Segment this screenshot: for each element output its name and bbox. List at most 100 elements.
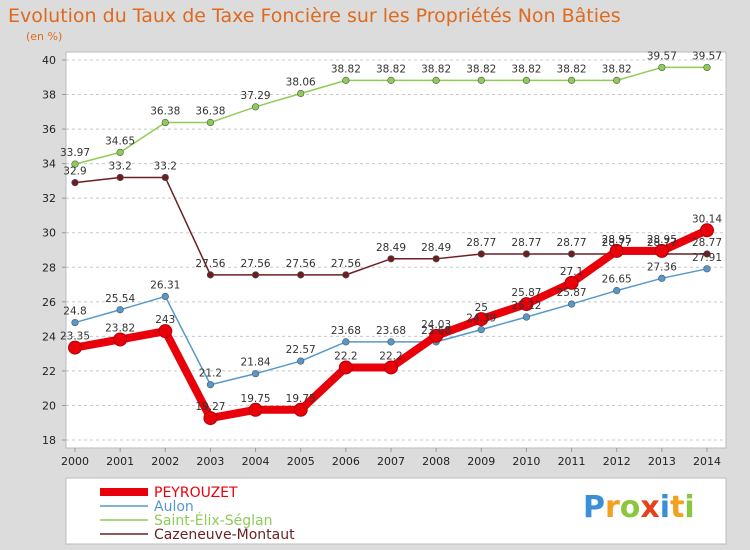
x-tick-label: 2002 bbox=[151, 455, 179, 468]
logo-letter: i bbox=[684, 490, 694, 525]
data-label: 27.56 bbox=[195, 258, 225, 270]
legend-label: Aulon bbox=[154, 499, 194, 515]
data-label: 38.82 bbox=[511, 63, 541, 75]
y-tick-label: 38 bbox=[42, 89, 56, 102]
data-label: 24.8 bbox=[63, 306, 86, 318]
y-tick-label: 36 bbox=[42, 123, 56, 136]
data-label: 23.82 bbox=[105, 322, 135, 334]
data-point bbox=[338, 360, 353, 375]
logo-letter: r bbox=[605, 490, 620, 525]
logo-letter: t bbox=[670, 490, 684, 525]
y-tick-label: 26 bbox=[42, 296, 56, 309]
data-label: 38.82 bbox=[376, 63, 406, 75]
legend-label: Saint-Élix-Séglan bbox=[154, 512, 272, 529]
data-label: 36.38 bbox=[195, 106, 225, 118]
chart-title: Evolution du Taux de Taxe Foncière sur l… bbox=[8, 5, 621, 27]
data-point bbox=[71, 160, 79, 168]
data-point bbox=[522, 313, 531, 321]
data-label: 28.77 bbox=[647, 237, 677, 249]
data-label: 24.39 bbox=[466, 313, 496, 325]
data-point bbox=[342, 271, 350, 279]
data-label: 22.57 bbox=[286, 344, 316, 356]
data-point bbox=[703, 250, 711, 258]
data-point bbox=[567, 300, 576, 308]
data-point bbox=[297, 357, 305, 365]
data-point bbox=[116, 148, 124, 157]
data-label: 30.14 bbox=[692, 213, 722, 225]
data-point bbox=[71, 179, 79, 187]
data-point bbox=[522, 76, 531, 84]
chart-subtitle: (en %) bbox=[26, 30, 62, 43]
data-label: 38.82 bbox=[602, 63, 632, 75]
legend-label: PEYROUZET bbox=[154, 485, 238, 501]
data-label: 38.82 bbox=[466, 63, 496, 75]
series-layer bbox=[68, 63, 714, 426]
data-point bbox=[116, 306, 124, 314]
data-point bbox=[387, 76, 395, 84]
data-point bbox=[203, 411, 218, 426]
data-label: 32.9 bbox=[63, 166, 86, 178]
logo-letter: i bbox=[660, 490, 670, 525]
data-label: 23.35 bbox=[60, 331, 90, 343]
data-point bbox=[564, 275, 579, 290]
data-label: 28.77 bbox=[557, 237, 587, 249]
data-point bbox=[387, 255, 395, 263]
y-tick-label: 40 bbox=[42, 54, 56, 67]
data-point bbox=[113, 332, 128, 347]
data-point bbox=[68, 340, 82, 355]
data-label: 23.68 bbox=[421, 325, 451, 337]
data-label: 25.54 bbox=[105, 293, 135, 305]
data-point bbox=[477, 250, 485, 258]
data-point bbox=[609, 243, 624, 258]
x-tick-label: 2004 bbox=[242, 455, 270, 468]
data-point bbox=[658, 274, 666, 282]
data-point bbox=[522, 250, 531, 258]
data-point bbox=[658, 63, 666, 72]
data-point bbox=[387, 338, 395, 346]
y-tick-label: 20 bbox=[42, 399, 56, 412]
data-label: 36.38 bbox=[150, 106, 180, 118]
data-label: 28.77 bbox=[466, 237, 496, 249]
logo-letter: P bbox=[583, 490, 605, 525]
data-point bbox=[432, 76, 440, 84]
data-point bbox=[703, 265, 711, 273]
data-label: 27.1 bbox=[560, 266, 583, 278]
data-label: 25.12 bbox=[511, 300, 541, 312]
data-label: 27.56 bbox=[241, 258, 271, 270]
x-tick-label: 2003 bbox=[196, 455, 224, 468]
y-tick-label: 30 bbox=[42, 227, 56, 240]
data-label: 28.77 bbox=[692, 237, 722, 249]
x-tick-label: 2006 bbox=[332, 455, 360, 468]
data-label: 23.68 bbox=[331, 325, 361, 337]
data-label: 19.75 bbox=[286, 393, 316, 405]
data-point bbox=[474, 312, 489, 327]
data-label: 38.82 bbox=[331, 63, 361, 75]
data-label: 26.31 bbox=[150, 279, 180, 291]
data-point bbox=[71, 318, 79, 327]
data-label: 25 bbox=[475, 302, 488, 314]
data-label: 28.95 bbox=[647, 234, 677, 246]
y-tick-label: 28 bbox=[42, 261, 56, 274]
data-label: 39.57 bbox=[692, 50, 722, 62]
data-point bbox=[567, 76, 576, 84]
data-label: 38.82 bbox=[421, 63, 451, 75]
data-label: 19.75 bbox=[241, 393, 271, 405]
logo-letter: o bbox=[620, 490, 641, 525]
data-label-layer: 32.9 33.2 33.2 27.56 27.56 27.56 27.56 28.49 28.… bbox=[60, 50, 722, 413]
x-tick-label: 2001 bbox=[106, 455, 134, 468]
logo-letter: x bbox=[640, 490, 659, 525]
y-tick-label: 34 bbox=[42, 158, 56, 171]
data-point bbox=[342, 338, 350, 346]
legend: PEYROUZETAulonSaint-Élix-SéglanCazeneuve… bbox=[100, 485, 295, 543]
data-label: 21.2 bbox=[199, 368, 222, 380]
proxiti-logo: Proxiti bbox=[583, 490, 695, 525]
data-label: 28.49 bbox=[376, 242, 406, 254]
data-label: 28.49 bbox=[421, 242, 451, 254]
data-point bbox=[432, 255, 440, 263]
data-point bbox=[429, 328, 444, 343]
x-tick-label: 2008 bbox=[422, 455, 450, 468]
data-point bbox=[700, 223, 714, 238]
data-point bbox=[297, 89, 305, 98]
